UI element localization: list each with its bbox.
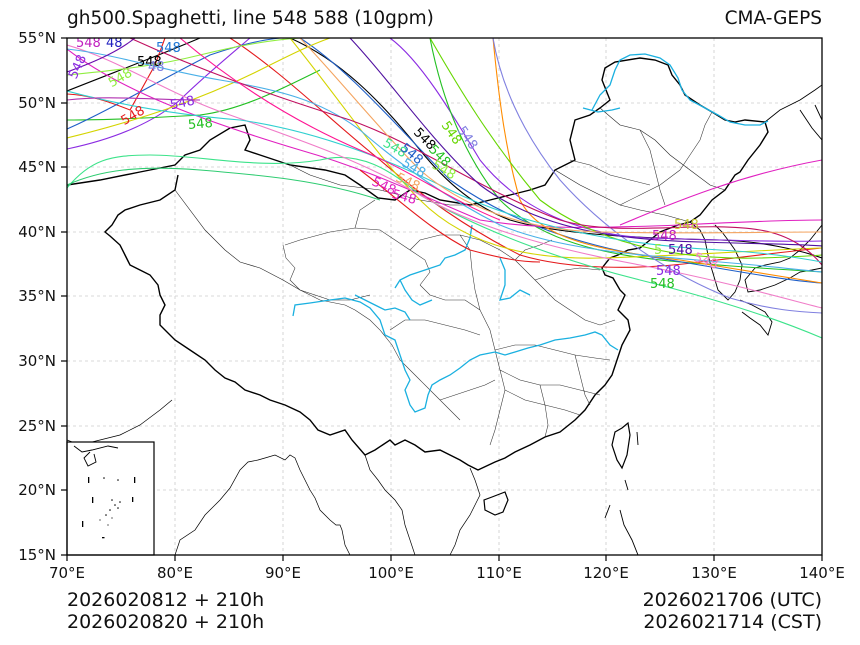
plot-frame <box>66 37 823 556</box>
x-tick-label: 110°E <box>476 564 522 582</box>
contour-label: 548 <box>66 53 90 82</box>
init-time-2: 2026020820 + 210h <box>67 611 265 633</box>
contour-label: 548 <box>390 187 418 208</box>
x-tick-label: 70°E <box>48 564 86 582</box>
contour-label: 548 <box>674 218 699 233</box>
south-china-sea-inset <box>66 441 155 556</box>
y-tick-label: 50°N <box>18 94 56 112</box>
y-tick-label: 45°N <box>18 158 56 176</box>
japan-coast <box>739 104 822 336</box>
contour-label: 548 <box>692 250 720 273</box>
russia-coast <box>764 84 822 123</box>
taiwan-island <box>611 421 631 470</box>
y-tick-label: 35°N <box>18 287 56 305</box>
contour-label: 48 <box>106 36 123 51</box>
x-tick-label: 130°E <box>691 564 737 582</box>
init-time-block: 2026020812 + 210h 2026020820 + 210h <box>67 589 264 633</box>
hainan-island <box>483 491 509 516</box>
china-border <box>67 57 769 471</box>
contour-label: 548 <box>652 229 677 244</box>
contour-label: 548 <box>650 277 675 292</box>
provincial-borders <box>282 111 713 446</box>
x-tick-label: 100°E <box>368 564 414 582</box>
y-tick-label: 40°N <box>18 223 56 241</box>
graticule <box>67 38 822 555</box>
chart-title: gh500.Spaghetti, line 548 588 (10gpm) <box>67 8 434 29</box>
x-tick-label: 120°E <box>583 564 629 582</box>
model-source-label: CMA-GEPS <box>724 8 822 29</box>
x-tick-label: 140°E <box>799 564 845 582</box>
y-tick-label: 55°N <box>18 29 56 47</box>
contour-label: 548 <box>156 41 181 56</box>
valid-time-utc: 2026021706 (UTC) <box>642 589 822 611</box>
neighbor-borders <box>174 107 726 301</box>
y-tick-label: 25°N <box>18 417 56 435</box>
contour-label: 548 <box>187 116 213 133</box>
contour-label: 48 <box>148 60 165 75</box>
axis-ticks <box>61 37 823 561</box>
x-tick-label: 80°E <box>156 564 194 582</box>
valid-time-block: 2026021706 (UTC) 2026021714 (CST) <box>643 589 822 633</box>
rivers <box>292 53 769 413</box>
valid-time-cst: 2026021714 (CST) <box>643 611 822 633</box>
philippines-coast <box>604 431 639 555</box>
contour-label: 548 <box>137 55 162 70</box>
contour-548-members <box>67 38 822 339</box>
contour-label: 5 <box>654 243 662 258</box>
contour-label: 548 <box>76 36 101 51</box>
y-tick-label: 15°N <box>18 546 56 564</box>
contour-label: 548 <box>668 243 693 258</box>
contour-label: 548 <box>656 264 681 279</box>
x-tick-label: 90°E <box>264 564 302 582</box>
y-tick-label: 30°N <box>18 352 56 370</box>
init-time-1: 2026020812 + 210h <box>67 589 265 611</box>
contour-labels: 548 48 548 548 548 548 48 548 548 548 54… <box>66 36 720 292</box>
contour-label: 548 <box>169 93 196 113</box>
south-asia-coast <box>67 399 481 555</box>
y-tick-label: 20°N <box>18 481 56 499</box>
contour-label: 548 <box>429 158 458 183</box>
